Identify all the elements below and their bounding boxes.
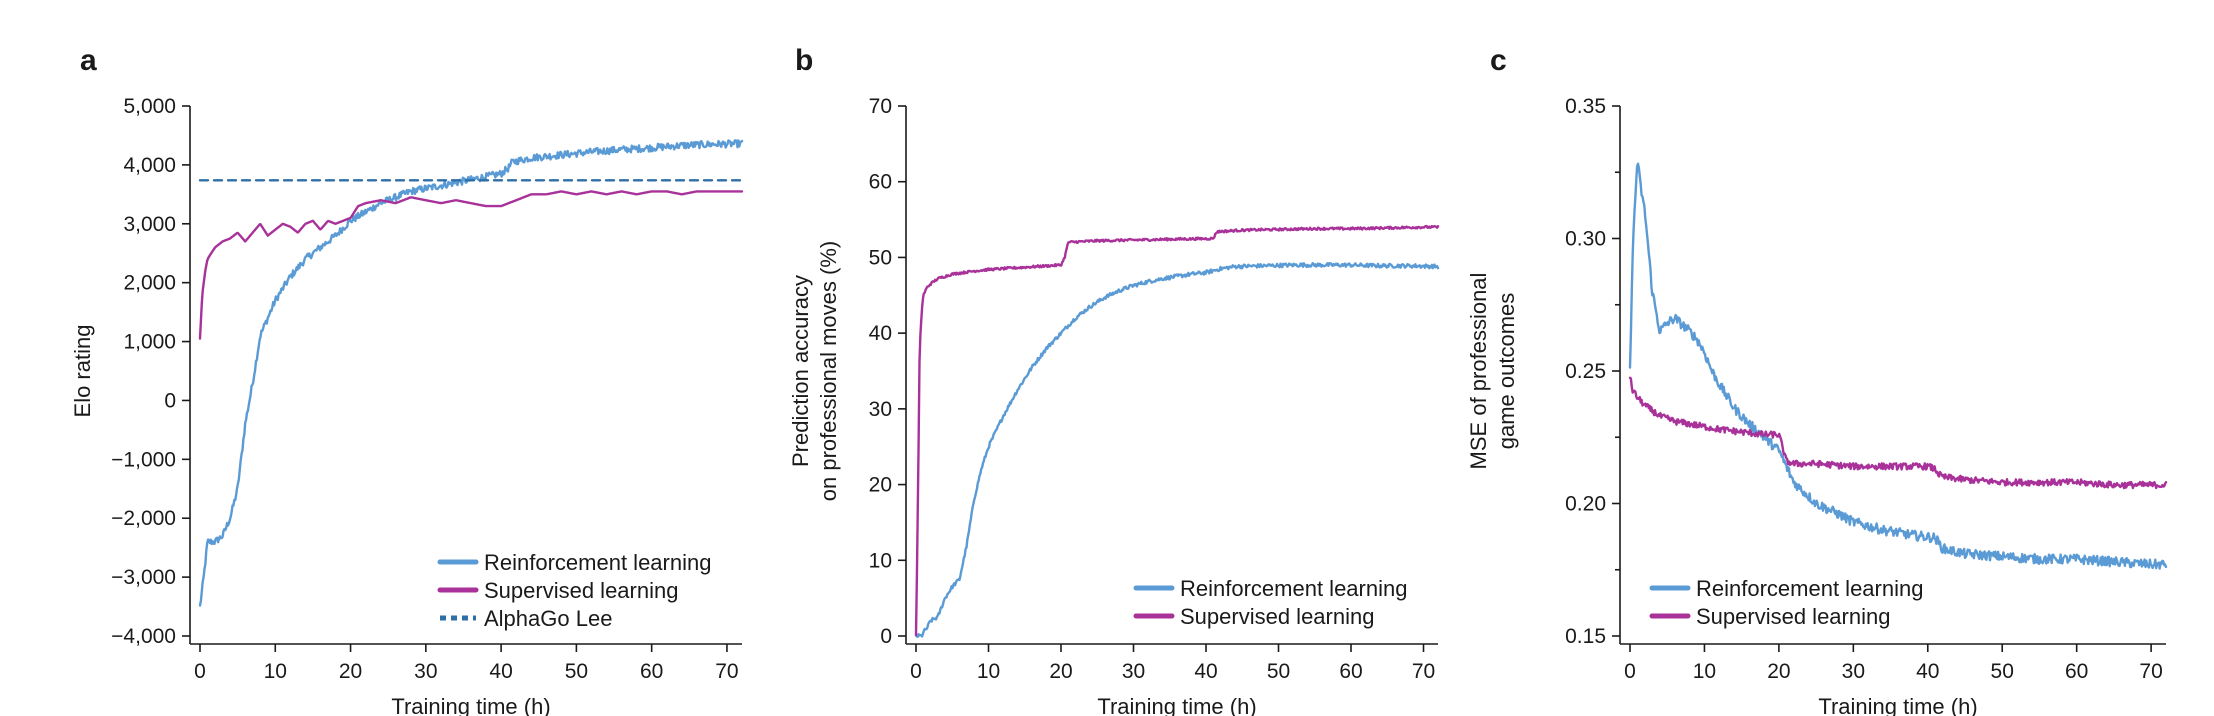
y-tick-label: 0.20	[1565, 493, 1606, 516]
y-tick-label: 0	[164, 389, 176, 412]
series-line-supervised	[1628, 376, 2168, 490]
x-tick-label: 10	[1693, 660, 1716, 683]
x-tick-label: 30	[1842, 660, 1865, 683]
y-tick-label: 5,000	[123, 95, 176, 118]
y-axis-title-line: Prediction accuracy	[788, 275, 813, 467]
x-axis-title: Training time (h)	[1097, 694, 1256, 716]
panel-c: c 0.35 0.30 0.25 0.20 0.15 0 10 20 30 40 50 60 70 Tra…	[1466, 44, 2168, 716]
legend-label: Reinforcement learning	[1180, 576, 1407, 601]
x-tick-label: 20	[1767, 660, 1790, 683]
y-tick-label: 40	[869, 322, 892, 345]
y-tick-label: 30	[869, 398, 892, 421]
x-tick-label: 10	[264, 660, 287, 683]
x-tick-label: 40	[1194, 660, 1217, 683]
y-tick-label: 3,000	[123, 213, 176, 236]
x-tick-label: 0	[1624, 660, 1636, 683]
panel-label-b: b	[795, 44, 813, 77]
y-tick-label: −1,000	[111, 448, 176, 471]
series-line-reinforcement	[914, 262, 1440, 638]
y-tick-label: 0.25	[1565, 360, 1606, 383]
panel-b: b 70 60 50 40 30 20 10 00 10 20 30 40 50 60 70 Training…	[788, 44, 1440, 716]
y-tick-label: 4,000	[123, 154, 176, 177]
series-line-supervised	[198, 190, 744, 340]
x-tick-label: 50	[1991, 660, 2014, 683]
y-tick-label: −2,000	[111, 507, 176, 530]
legend-label: Supervised learning	[1180, 604, 1374, 629]
y-tick-label: 0.15	[1565, 625, 1606, 648]
y-tick-label: 70	[869, 95, 892, 118]
series-line-supervised	[914, 224, 1440, 637]
x-tick-label: 20	[339, 660, 362, 683]
x-tick-label: 60	[1339, 660, 1362, 683]
x-tick-label: 0	[910, 660, 922, 683]
panel-label-a: a	[80, 44, 97, 77]
y-tick-label: 2,000	[123, 272, 176, 295]
y-tick-label: 0.35	[1565, 95, 1606, 118]
y-tick-label: 0	[880, 625, 892, 648]
series-line-reinforcement	[198, 139, 744, 607]
y-axis-title-line: MSE of professional	[1466, 273, 1491, 470]
x-tick-label: 20	[1049, 660, 1072, 683]
y-tick-label: 20	[869, 474, 892, 497]
y-tick-label: 60	[869, 171, 892, 194]
y-axis-title-line: game outcomes	[1494, 293, 1519, 450]
y-tick-label: −4,000	[111, 625, 176, 648]
legend-label: Reinforcement learning	[484, 550, 711, 575]
legend-label: Reinforcement learning	[1696, 576, 1923, 601]
panel-label-c: c	[1490, 44, 1507, 77]
x-tick-label: 30	[1122, 660, 1145, 683]
panel-a: a 5,000 4,000 3,000 2,000 1,000 0 −1,000 −2,000…	[70, 44, 744, 716]
x-tick-label: 0	[194, 660, 206, 683]
y-axis-title: Elo rating	[70, 325, 95, 418]
x-tick-label: 50	[1267, 660, 1290, 683]
x-tick-label: 70	[715, 660, 738, 683]
x-tick-label: 40	[489, 660, 512, 683]
x-tick-label: 60	[2065, 660, 2088, 683]
x-axis-title: Training time (h)	[1818, 694, 1977, 716]
x-tick-label: 70	[1412, 660, 1435, 683]
y-tick-label: −3,000	[111, 566, 176, 589]
x-tick-label: 50	[565, 660, 588, 683]
y-tick-label: 1,000	[123, 331, 176, 354]
x-tick-label: 10	[977, 660, 1000, 683]
series-line-reinforcement	[1628, 162, 2168, 570]
legend-label: Supervised learning	[484, 578, 678, 603]
y-tick-label: 10	[869, 549, 892, 572]
x-tick-label: 70	[2139, 660, 2162, 683]
x-tick-label: 30	[414, 660, 437, 683]
legend-label: AlphaGo Lee	[484, 606, 612, 631]
x-axis-title: Training time (h)	[391, 694, 550, 716]
y-tick-label: 50	[869, 246, 892, 269]
y-axis-title-line: on professional moves (%)	[816, 241, 841, 501]
x-tick-label: 60	[640, 660, 663, 683]
x-tick-label: 40	[1916, 660, 1939, 683]
legend-label: Supervised learning	[1696, 604, 1890, 629]
y-tick-label: 0.30	[1565, 228, 1606, 251]
